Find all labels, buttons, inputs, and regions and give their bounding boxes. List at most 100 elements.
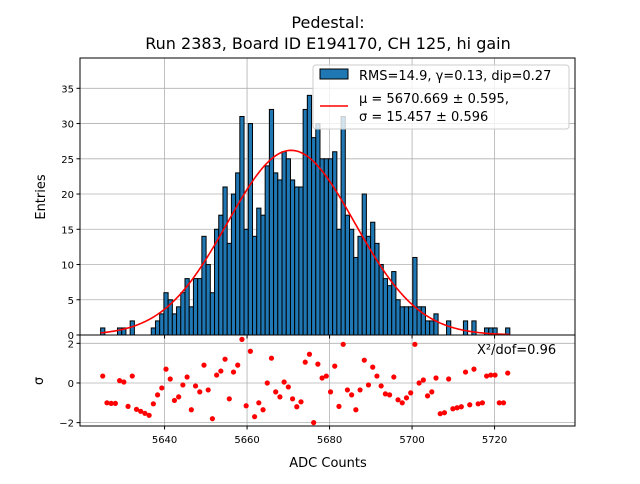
histogram-bar (344, 214, 351, 336)
residual-point (163, 366, 169, 372)
residual-point (108, 400, 114, 406)
residual-point (424, 393, 431, 399)
residual-point (154, 392, 161, 398)
legend: RMS=14.9, γ=0.13, dip=0.27 μ = 5670.669 … (312, 64, 570, 130)
histogram-bar (336, 228, 342, 336)
histogram-bar (395, 299, 401, 336)
legend-hist-label: RMS=14.9, γ=0.13, dip=0.27 (359, 69, 551, 84)
residual-point (302, 359, 308, 365)
histogram-bar (100, 327, 106, 336)
residual-point (500, 400, 507, 406)
residual-point (159, 385, 165, 391)
residual-point (197, 389, 203, 395)
histogram-bar (462, 320, 469, 336)
histogram-bar (420, 306, 426, 336)
residual-point (264, 380, 270, 386)
residual-point (218, 368, 224, 374)
histogram-bar (197, 278, 203, 336)
residual-point (184, 374, 190, 380)
histogram-bar (412, 256, 418, 336)
residual-point (441, 410, 448, 416)
y-tick-label: 15 (61, 225, 74, 236)
residual-point (399, 400, 405, 406)
residual-point (188, 407, 194, 413)
histogram-bar (264, 165, 270, 336)
histogram-bar (433, 313, 439, 336)
legend-hist-swatch (319, 68, 349, 80)
residual-point (192, 383, 199, 389)
residual-point (319, 375, 325, 381)
x-tick-label: 5640 (152, 435, 177, 446)
residual-point (268, 355, 275, 361)
histogram-bar (382, 278, 388, 336)
residual-points (100, 336, 511, 426)
histogram-bar (226, 242, 232, 336)
y-axis-label-sigma: σ (32, 377, 47, 385)
histogram-bar (386, 285, 393, 336)
histogram-bar (340, 116, 346, 336)
histogram-bar (285, 158, 291, 336)
histogram-bar (163, 292, 169, 336)
histogram-bar (294, 186, 300, 336)
residual-point (492, 372, 498, 378)
chart-title-line1: Pedestal: (291, 13, 364, 32)
histogram-bar (159, 313, 165, 336)
residual-point (167, 376, 173, 382)
residual-point (488, 372, 494, 378)
histogram-bar (277, 179, 283, 336)
residual-point (437, 411, 443, 417)
y-tick-label: −2 (59, 419, 74, 430)
histogram-bar (323, 158, 329, 336)
histogram-bar (180, 292, 186, 336)
residual-point (117, 377, 123, 384)
residual-point (104, 400, 110, 406)
residual-point (100, 373, 106, 379)
residual-point (323, 373, 329, 379)
residual-point (311, 420, 317, 426)
residual-point (138, 408, 144, 414)
residual-point (374, 373, 380, 379)
histogram-bar (319, 158, 325, 336)
residual-point (471, 366, 477, 372)
histogram-bar (239, 116, 245, 336)
residual-point (475, 401, 481, 407)
y-tick-label: 10 (61, 261, 74, 272)
residual-point (129, 373, 135, 379)
histogram-bar (357, 235, 363, 336)
residual-point (125, 403, 131, 409)
residual-point (247, 348, 253, 354)
y-tick-label: 25 (61, 155, 74, 166)
histogram-bar (289, 179, 296, 336)
y-tick-label: 0 (68, 379, 74, 390)
residual-point (150, 401, 156, 407)
histogram-bar (281, 151, 287, 336)
residual-point (429, 389, 435, 395)
residual-point (462, 369, 469, 375)
residual-point (505, 370, 511, 376)
histogram-bar (424, 320, 431, 336)
residual-point (142, 410, 148, 416)
residual-point (285, 384, 291, 390)
residual-point (433, 375, 439, 381)
residual-point (133, 406, 140, 412)
histogram-bar (205, 264, 211, 336)
residual-point (496, 400, 502, 406)
x-tick-label: 5720 (482, 435, 507, 446)
residual-point (315, 361, 321, 367)
histogram-bar (154, 320, 161, 336)
residual-point (277, 394, 283, 400)
residual-point (289, 396, 296, 402)
y-tick-label: 2 (68, 339, 74, 350)
y-tick-label: 0 (68, 331, 74, 342)
residual-point (180, 382, 186, 388)
residual-point (378, 383, 384, 389)
histogram-bar (370, 221, 376, 336)
residual-point (420, 377, 426, 383)
y-tick-label: 20 (61, 190, 74, 201)
histogram-bar (403, 306, 410, 336)
residual-point (467, 402, 473, 408)
residual-point (327, 389, 334, 395)
residual-point (294, 404, 300, 410)
